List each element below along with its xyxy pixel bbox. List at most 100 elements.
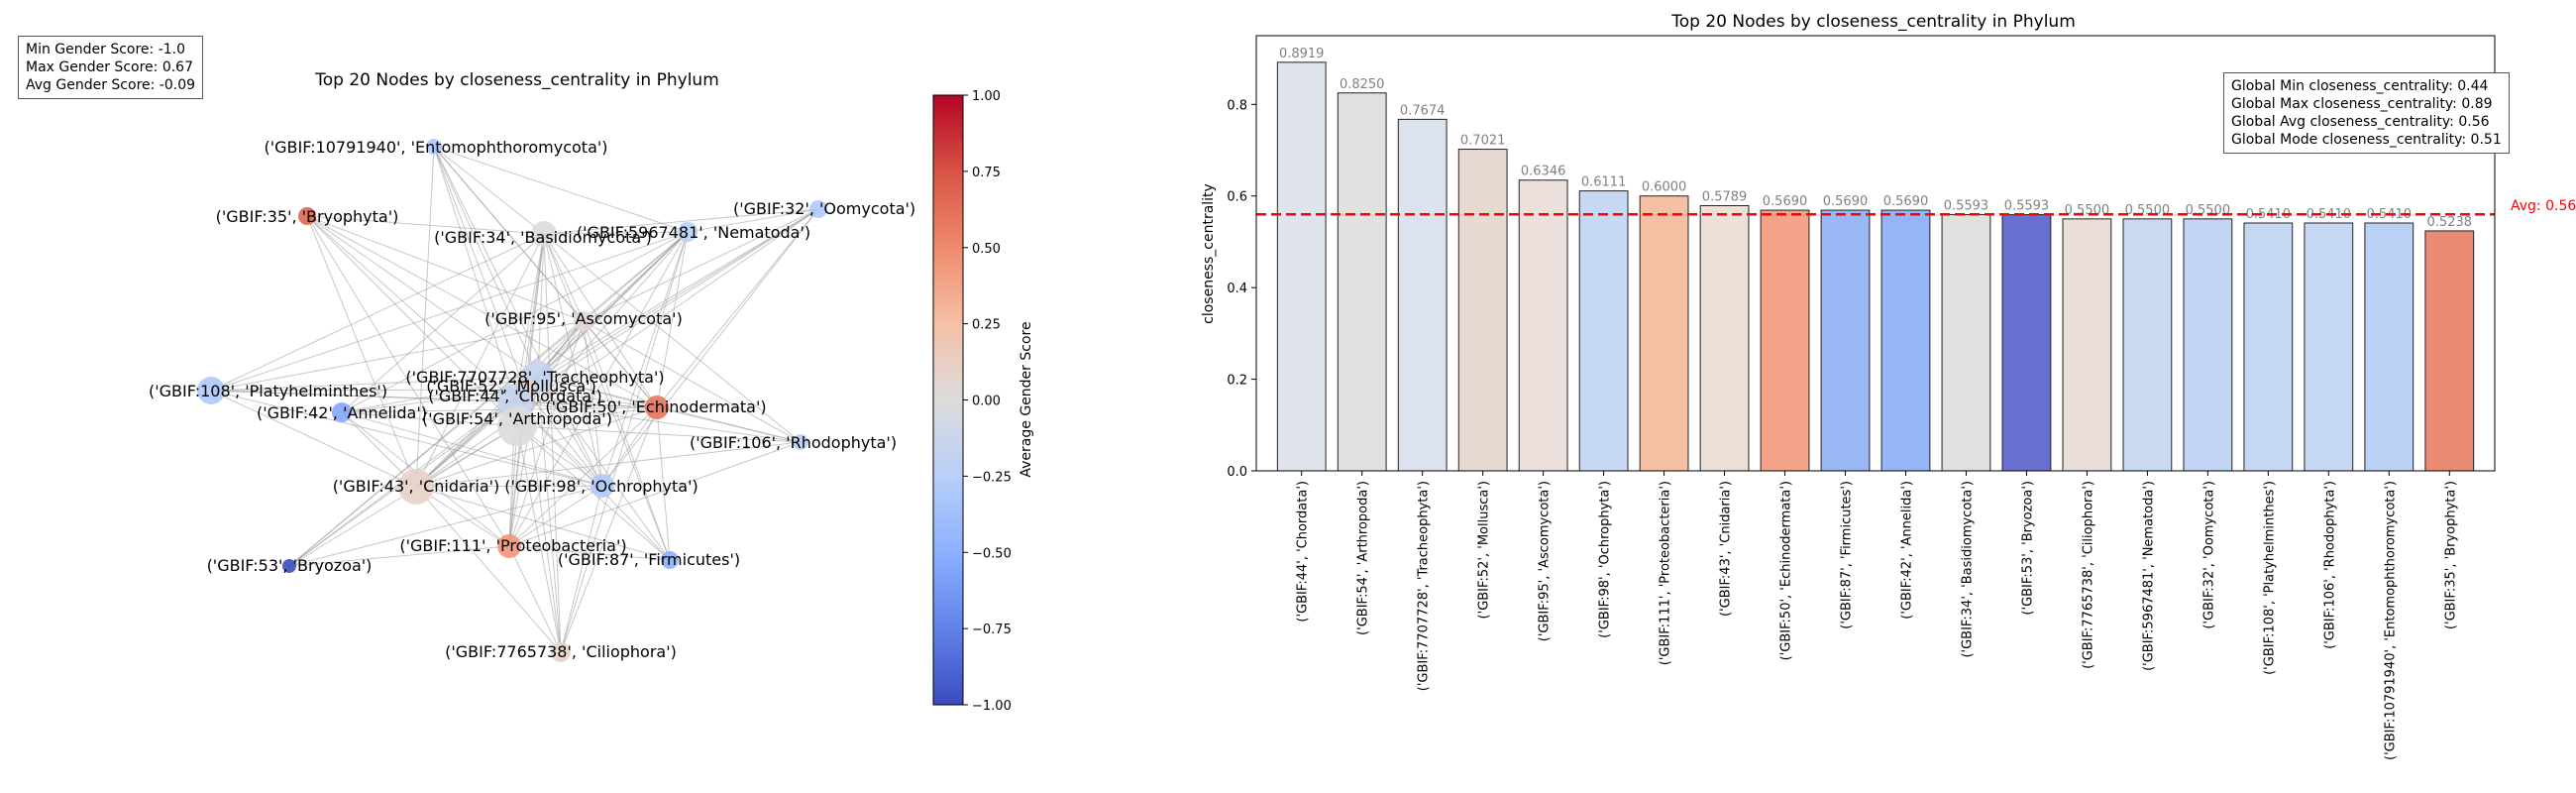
network-edge: [341, 231, 689, 413]
bar-value-label: 0.6111: [1581, 175, 1627, 190]
bar-value-label: 0.5789: [1702, 189, 1748, 204]
network-edge: [508, 406, 658, 547]
x-tick-label: ('GBIF:5967481', 'Nematoda'): [2141, 481, 2156, 671]
network-edge: [415, 486, 510, 547]
bar: [1457, 149, 1508, 472]
network-node-label: ('GBIF:98', 'Ochrophyta'): [504, 477, 698, 496]
colorbar: 1.00 0.75 0.50 0.25 0.00 −0.25 −0.50 −0.75 −1.00…: [932, 89, 1034, 714]
average-line-label: Avg: 0.56: [2511, 198, 2576, 214]
network-node: [426, 139, 442, 155]
network-node-label: ('GBIF:44', 'Chordata'): [428, 387, 602, 405]
bar-value-label: 0.6000: [1642, 180, 1687, 195]
x-tick-label: ('GBIF:43', 'Cnidaria'): [1719, 481, 1734, 617]
network-edge: [210, 390, 417, 488]
colorbar-tick-label: 0.00: [972, 395, 1001, 409]
network-edge: [537, 376, 562, 653]
network-edge: [415, 406, 658, 488]
network-node-label: ('GBIF:7707728', 'Tracheophyta'): [405, 368, 664, 387]
x-tick-label: ('GBIF:7707728', 'Tracheophyta'): [1417, 481, 1432, 691]
network-edge: [210, 320, 585, 392]
network-node-label: ('GBIF:53', 'Bryozoa'): [207, 556, 373, 575]
network-node: [590, 474, 614, 498]
network-node-label: ('GBIF:35', 'Bryophyta'): [216, 207, 399, 226]
network-edge: [341, 233, 545, 413]
network-edge: [288, 545, 510, 567]
bar: [1760, 209, 1810, 472]
bar: [1820, 209, 1871, 472]
bar-value-label: 0.5500: [2186, 203, 2231, 218]
network-node: [282, 559, 296, 573]
network-edge: [306, 215, 545, 235]
network-node: [678, 222, 698, 242]
x-tick-label: ('GBIF:34', 'Basidiomycota'): [1960, 481, 1975, 658]
network-node-label: ('GBIF:7765738', 'Ciliophora'): [445, 642, 677, 661]
bar: [2304, 222, 2354, 472]
bar: [1397, 118, 1448, 472]
network-edge: [583, 320, 603, 487]
bar: [1276, 61, 1327, 472]
x-tick-label: ('GBIF:44', 'Chordata'): [1296, 481, 1311, 623]
network-edge: [415, 441, 802, 488]
network-node-label: ('GBIF:5967481', 'Nematoda'): [577, 223, 810, 242]
colorbar-tick-label: −0.50: [972, 546, 1012, 561]
network-edge: [306, 215, 518, 427]
network-edge: [524, 389, 658, 408]
bar: [2364, 222, 2415, 472]
x-axis-ticks: ('GBIF:44', 'Chordata') ('GBIF:54', 'Arth…: [1296, 471, 2458, 760]
bar-value-label: 0.5690: [1763, 194, 1808, 209]
bar-value-label: 0.5500: [2125, 203, 2171, 218]
network-node-label: ('GBIF:43', 'Cnidaria'): [333, 477, 500, 496]
network-edge: [583, 320, 671, 561]
network-edge: [508, 485, 603, 547]
network-edge: [583, 320, 658, 408]
x-tick-label: ('GBIF:111', 'Proteobacteria'): [1659, 481, 1673, 665]
global-mode: Global Mode closeness_centrality: 0.51: [2231, 132, 2502, 148]
network-panel: Top 20 Nodes by closeness_centrality in …: [149, 70, 915, 662]
network-edge: [508, 545, 562, 653]
network-node: [645, 396, 669, 419]
bar-value-label: 0.5690: [1883, 194, 1929, 209]
network-edge: [210, 389, 526, 392]
network-edge: [560, 485, 603, 653]
colorbar-label: Average Gender Score: [1019, 321, 1034, 477]
network-edge: [537, 376, 603, 487]
network-edge: [306, 215, 585, 322]
max-gender-score: Max Gender Score: 0.67: [26, 59, 193, 75]
network-edge: [433, 146, 516, 402]
network-edge: [583, 208, 819, 322]
bar: [1880, 209, 1931, 472]
network-edge: [601, 231, 689, 487]
network-node: [332, 402, 352, 422]
network-edge: [687, 208, 819, 233]
bar: [2424, 230, 2475, 472]
network-edge: [656, 406, 671, 561]
bar-value-labels: 0.8919 0.8250 0.7674 0.7021 0.6346 0.6111 0.60…: [1279, 47, 2472, 230]
bar: [2001, 214, 2052, 472]
x-tick-label: ('GBIF:42', 'Annelida'): [1899, 481, 1914, 620]
bar: [2243, 222, 2294, 472]
colorbar-tick-label: 0.25: [972, 318, 1001, 333]
x-tick-label: ('GBIF:53', 'Bryozoa'): [2020, 481, 2035, 616]
plot-frame: [1255, 35, 2496, 472]
network-edge: [415, 146, 435, 488]
network-edge: [516, 425, 562, 653]
bar: [2062, 218, 2112, 472]
bar-value-label: 0.5500: [2065, 203, 2110, 218]
network-edge: [306, 215, 417, 488]
colorbar-tick-label: −0.75: [972, 623, 1012, 637]
network-edge: [508, 545, 671, 561]
bar-value-label: 0.5593: [1944, 199, 1989, 214]
bars: [1276, 61, 2475, 472]
network-edge: [433, 146, 545, 235]
colorbar-ticks: 1.00 0.75 0.50 0.25 0.00 −0.25 −0.50 −0.75 −1.00: [963, 89, 1012, 714]
network-edge: [656, 231, 689, 408]
network-edge: [543, 233, 802, 443]
network-nodes: [197, 139, 827, 662]
colorbar-gradient: [932, 94, 964, 706]
colorbar-tick-label: −1.00: [972, 699, 1012, 714]
bar: [2183, 218, 2233, 472]
y-axis-label: closeness_centrality: [1201, 183, 1217, 324]
x-tick-label: ('GBIF:95', 'Ascomycota'): [1538, 481, 1553, 641]
network-edge: [433, 146, 585, 322]
network-edge: [656, 208, 819, 408]
